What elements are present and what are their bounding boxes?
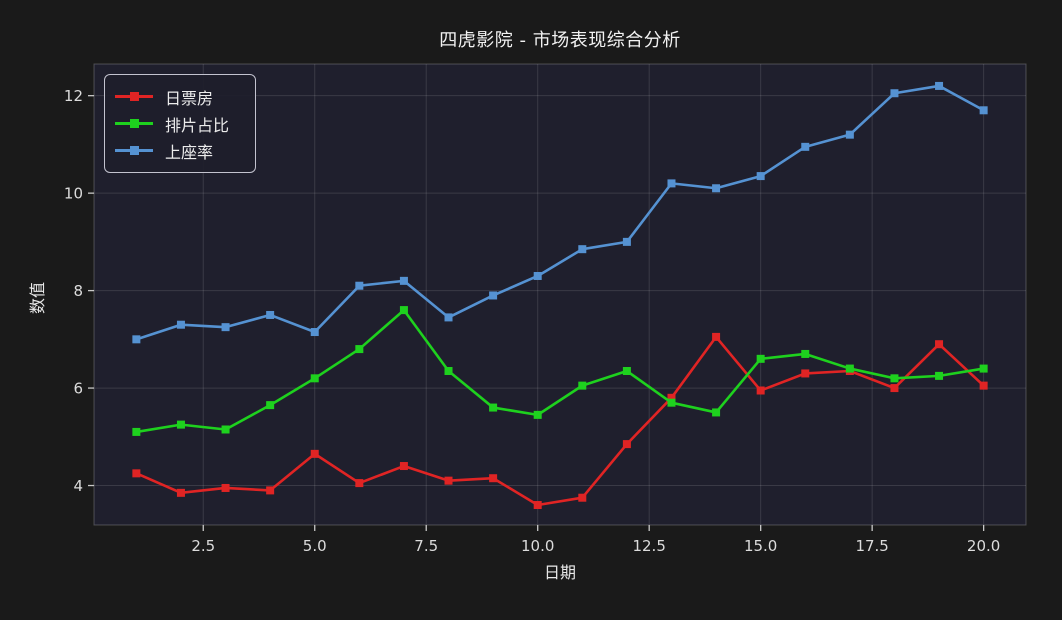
series-marker-日票房: [622, 440, 631, 449]
series-marker-日票房: [756, 386, 765, 395]
y-tick-label: 8: [73, 282, 83, 300]
series-marker-排片占比: [444, 367, 453, 376]
legend-label: 排片占比: [165, 115, 230, 135]
series-marker-日票房: [979, 381, 988, 390]
series-marker-上座率: [489, 291, 498, 300]
series-marker-排片占比: [266, 401, 275, 410]
series-marker-上座率: [578, 245, 587, 254]
series-marker-排片占比: [578, 381, 587, 390]
x-tick-label: 2.5: [191, 537, 215, 555]
y-tick-label: 12: [64, 87, 83, 105]
series-marker-日票房: [399, 462, 408, 471]
series-marker-日票房: [444, 476, 453, 485]
legend-label: 上座率: [165, 142, 214, 162]
series-marker-排片占比: [399, 306, 408, 315]
series-marker-日票房: [712, 332, 721, 341]
series-marker-排片占比: [801, 349, 810, 358]
series-marker-上座率: [221, 323, 230, 332]
series-marker-上座率: [756, 172, 765, 181]
series-marker-上座率: [712, 184, 721, 193]
series-marker-排片占比: [890, 374, 899, 383]
x-tick-label: 10.0: [521, 537, 554, 555]
series-marker-上座率: [801, 142, 810, 151]
series-marker-上座率: [132, 335, 141, 344]
series-marker-上座率: [979, 106, 988, 115]
legend: 日票房 排片占比 上座率: [104, 74, 256, 173]
legend-item-screening-share: 排片占比: [115, 110, 245, 137]
series-marker-上座率: [355, 281, 364, 290]
x-tick-label: 20.0: [967, 537, 1000, 555]
series-marker-排片占比: [310, 374, 319, 383]
y-tick-label: 6: [73, 380, 83, 398]
series-marker-上座率: [622, 237, 631, 246]
series-marker-日票房: [221, 483, 230, 492]
series-marker-排片占比: [979, 364, 988, 373]
series-marker-上座率: [667, 179, 676, 188]
series-marker-日票房: [801, 369, 810, 378]
series-marker-排片占比: [221, 425, 230, 434]
legend-marker-red-icon: [115, 92, 153, 102]
series-marker-日票房: [935, 340, 944, 349]
series-marker-排片占比: [176, 420, 185, 429]
legend-marker-green-icon: [115, 119, 153, 129]
series-marker-日票房: [578, 493, 587, 502]
chart-title: 四虎影院 - 市场表现综合分析: [439, 30, 681, 51]
legend-item-attendance-rate: 上座率: [115, 137, 245, 164]
series-marker-排片占比: [622, 367, 631, 376]
series-marker-日票房: [132, 469, 141, 478]
y-axis-label: 数值: [28, 282, 47, 315]
x-axis-label: 日期: [543, 563, 576, 582]
x-tick-label: 7.5: [414, 537, 438, 555]
series-marker-上座率: [266, 310, 275, 319]
series-marker-排片占比: [667, 398, 676, 407]
series-marker-上座率: [533, 271, 542, 280]
x-tick-label: 17.5: [855, 537, 888, 555]
series-marker-日票房: [890, 384, 899, 393]
x-tick-label: 5.0: [303, 537, 327, 555]
x-tick-label: 12.5: [632, 537, 665, 555]
legend-marker-blue-icon: [115, 146, 153, 156]
series-marker-上座率: [845, 130, 854, 139]
series-marker-日票房: [667, 393, 676, 402]
series-marker-上座率: [444, 313, 453, 322]
series-marker-排片占比: [132, 427, 141, 436]
series-marker-排片占比: [845, 364, 854, 373]
series-marker-排片占比: [712, 408, 721, 417]
series-marker-上座率: [890, 89, 899, 98]
legend-item-daily-boxoffice: 日票房: [115, 83, 245, 110]
series-marker-排片占比: [935, 371, 944, 380]
series-marker-排片占比: [355, 345, 364, 354]
series-marker-上座率: [399, 276, 408, 285]
plot-spines: [93, 63, 1027, 526]
series-marker-上座率: [310, 328, 319, 337]
series-marker-排片占比: [756, 354, 765, 363]
series-line-日票房: [135, 335, 985, 507]
series-marker-排片占比: [489, 403, 498, 412]
series-marker-日票房: [310, 449, 319, 458]
series-line-排片占比: [135, 308, 985, 434]
series-marker-日票房: [266, 486, 275, 495]
y-tick-label: 4: [73, 477, 83, 495]
legend-label: 日票房: [165, 88, 214, 108]
x-tick-label: 15.0: [744, 537, 777, 555]
series-marker-上座率: [935, 81, 944, 90]
series-marker-日票房: [176, 488, 185, 497]
series-marker-上座率: [176, 320, 185, 329]
series-marker-日票房: [533, 501, 542, 510]
series-line-上座率: [135, 84, 985, 341]
series-marker-日票房: [355, 479, 364, 488]
y-tick-label: 10: [64, 185, 83, 203]
series-marker-日票房: [489, 474, 498, 483]
series-marker-排片占比: [533, 410, 542, 419]
